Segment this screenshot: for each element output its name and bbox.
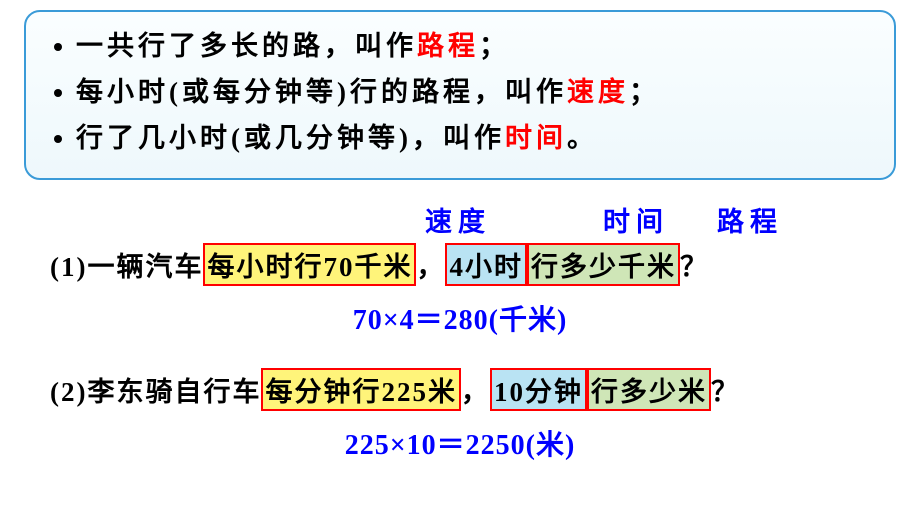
def-line-3: 行了几小时(或几分钟等)，叫作时间。 [48, 116, 872, 162]
def-3-text: 行了几小时(或几分钟等)，叫作 [76, 123, 505, 153]
p1-m1: ， [416, 252, 445, 282]
definitions-box: 一共行了多长的路，叫作路程； 每小时(或每分钟等)行的路程，叫作速度； 行了几小… [24, 10, 896, 180]
p2-time-u: 分钟 [525, 377, 583, 407]
p2-dist-box: 行多少米 [587, 368, 711, 411]
p2-time-n: 10 [494, 377, 525, 407]
p1-speed-a: 每小时行 [207, 252, 323, 282]
p2-end: ？ [711, 377, 740, 407]
p2-time-box: 10分钟 [490, 368, 587, 411]
def-2-keyword: 速度 [567, 77, 629, 107]
p1-speed-n: 70 [323, 252, 354, 282]
p1-pre: 一辆汽车 [87, 252, 203, 282]
eq1-unit: (千米) [489, 305, 568, 336]
p2-speed-n: 225 [381, 377, 428, 407]
def-2-end: ； [629, 77, 660, 107]
eq2-unit: (米) [526, 430, 576, 461]
labels-row: 速度 时间 路程 [66, 200, 896, 239]
p2-m1: ， [461, 377, 490, 407]
def-1-end: ； [479, 31, 510, 61]
p2-index: (2) [50, 377, 87, 407]
label-distance: 路程 [717, 200, 783, 239]
p2-speed-a: 每分钟行 [265, 377, 381, 407]
def-line-2: 每小时(或每分钟等)行的路程，叫作速度； [48, 70, 872, 116]
p1-dist-box: 行多少千米 [527, 243, 680, 286]
p1-time-u: 小时 [465, 252, 523, 282]
p1-speed-box: 每小时行70千米 [203, 243, 416, 286]
eq2-expr: 225×10＝2250 [345, 430, 526, 461]
bullet-icon [54, 135, 62, 143]
def-2-text: 每小时(或每分钟等)行的路程，叫作 [76, 77, 567, 107]
p1-time-n: 4 [449, 252, 465, 282]
equation-2: 225×10＝2250(米) [24, 423, 896, 463]
bullet-icon [54, 89, 62, 97]
p1-end: ？ [680, 252, 709, 282]
label-speed: 速度 [425, 200, 491, 239]
def-3-end: 。 [567, 123, 598, 153]
problem-1: (1)一辆汽车每小时行70千米，4小时行多少千米？ [50, 243, 896, 286]
p1-index: (1) [50, 252, 87, 282]
def-line-1: 一共行了多长的路，叫作路程； [48, 24, 872, 70]
eq1-expr: 70×4＝280 [353, 305, 489, 336]
p2-speed-box: 每分钟行225米 [261, 368, 461, 411]
p2-speed-b: 米 [428, 377, 457, 407]
label-time: 时间 [603, 200, 669, 239]
bullet-icon [54, 43, 62, 51]
p1-time-box: 4小时 [445, 243, 527, 286]
def-1-text: 一共行了多长的路，叫作 [76, 31, 417, 61]
equation-1: 70×4＝280(千米) [24, 298, 896, 338]
problem-2: (2)李东骑自行车每分钟行225米，10分钟行多少米？ [50, 368, 896, 411]
def-1-keyword: 路程 [417, 31, 479, 61]
p2-pre: 李东骑自行车 [87, 377, 261, 407]
p1-speed-b: 千米 [354, 252, 412, 282]
def-3-keyword: 时间 [505, 123, 567, 153]
